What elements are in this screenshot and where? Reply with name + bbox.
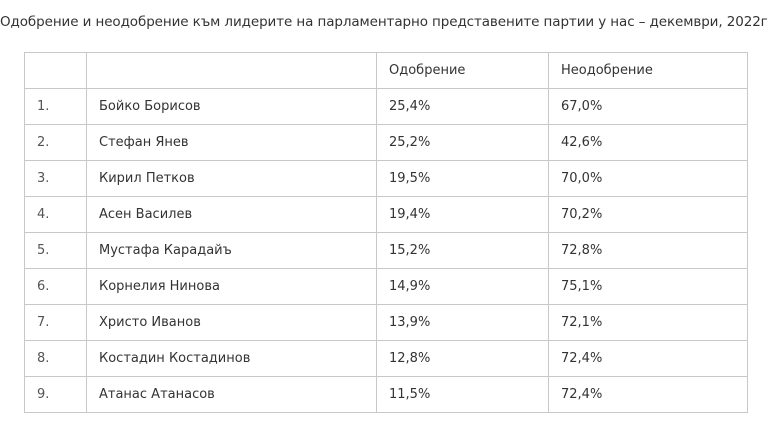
row-approval: 15,2% (376, 232, 549, 269)
row-name: Кирил Петков (86, 160, 377, 197)
row-approval: 25,4% (376, 88, 549, 125)
row-number: 5. (24, 232, 87, 269)
row-disapproval: 42,6% (548, 124, 748, 161)
row-number: 1. (24, 88, 87, 125)
table-row: 8. Костадин Костадинов 12,8% 72,4% (24, 340, 748, 377)
row-number: 6. (24, 268, 87, 305)
table-row: 4. Асен Василев 19,4% 70,2% (24, 196, 748, 233)
header-approval: Одобрение (376, 52, 549, 89)
row-disapproval: 72,4% (548, 340, 748, 377)
row-disapproval: 72,8% (548, 232, 748, 269)
row-name: Атанас Атанасов (86, 376, 377, 413)
row-number: 8. (24, 340, 87, 377)
row-disapproval: 70,0% (548, 160, 748, 197)
row-approval: 11,5% (376, 376, 549, 413)
row-disapproval: 70,2% (548, 196, 748, 233)
row-name: Стефан Янев (86, 124, 377, 161)
row-disapproval: 72,4% (548, 376, 748, 413)
row-approval: 19,4% (376, 196, 549, 233)
table-row: 2. Стефан Янев 25,2% 42,6% (24, 124, 748, 161)
row-approval: 25,2% (376, 124, 549, 161)
row-name: Христо Иванов (86, 304, 377, 341)
table-row: 9. Атанас Атанасов 11,5% 72,4% (24, 376, 748, 413)
row-approval: 13,9% (376, 304, 549, 341)
row-name: Костадин Костадинов (86, 340, 377, 377)
row-name: Корнелия Нинова (86, 268, 377, 305)
row-number: 4. (24, 196, 87, 233)
row-approval: 12,8% (376, 340, 549, 377)
row-disapproval: 67,0% (548, 88, 748, 125)
row-name: Асен Василев (86, 196, 377, 233)
header-name (86, 52, 377, 89)
page-title: Одобрение и неодобрение към лидерите на … (0, 14, 768, 30)
row-disapproval: 72,1% (548, 304, 748, 341)
row-approval: 19,5% (376, 160, 549, 197)
table-row: 5. Мустафа Карадайъ 15,2% 72,8% (24, 232, 748, 269)
row-number: 2. (24, 124, 87, 161)
row-number: 9. (24, 376, 87, 413)
header-number (24, 52, 87, 89)
table-row: 6. Корнелия Нинова 14,9% 75,1% (24, 268, 748, 305)
row-approval: 14,9% (376, 268, 549, 305)
table-row: 7. Христо Иванов 13,9% 72,1% (24, 304, 748, 341)
row-disapproval: 75,1% (548, 268, 748, 305)
table-row: 1. Бойко Борисов 25,4% 67,0% (24, 88, 748, 125)
approval-table: Одобрение Неодобрение 1. Бойко Борисов 25,… (24, 52, 748, 413)
table-header-row: Одобрение Неодобрение (24, 52, 748, 89)
table-row: 3. Кирил Петков 19,5% 70,0% (24, 160, 748, 197)
row-name: Бойко Борисов (86, 88, 377, 125)
row-number: 7. (24, 304, 87, 341)
row-number: 3. (24, 160, 87, 197)
header-disapproval: Неодобрение (548, 52, 748, 89)
row-name: Мустафа Карадайъ (86, 232, 377, 269)
